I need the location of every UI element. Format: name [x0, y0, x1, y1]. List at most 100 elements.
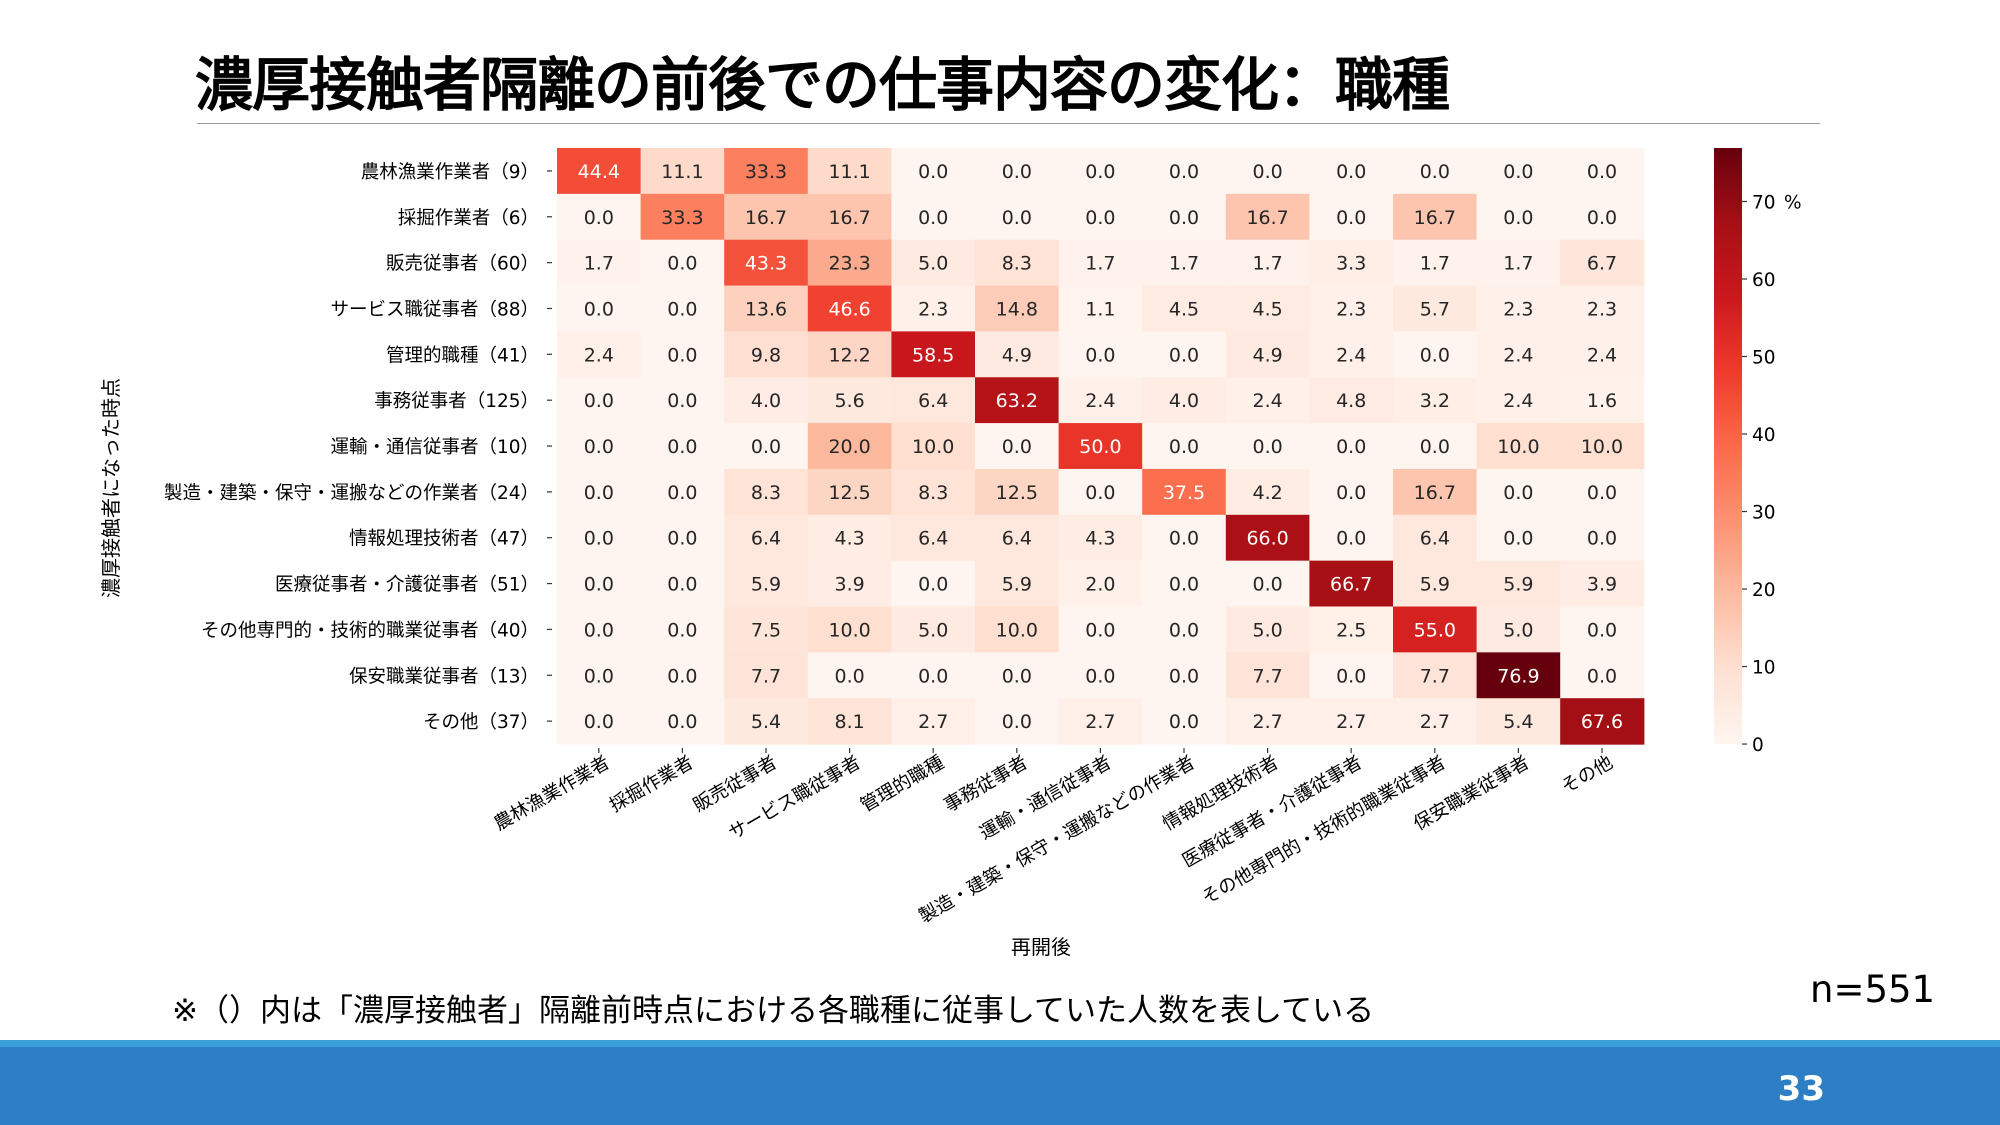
cell-value-label: 7.7	[751, 665, 781, 687]
heatmap-cell	[1560, 652, 1645, 699]
cell-value-label: 5.7	[1420, 298, 1450, 320]
heatmap-cell	[1225, 698, 1310, 745]
cell-value-label: 33.3	[661, 207, 703, 229]
heatmap-cell	[1476, 560, 1561, 608]
heatmap-cell	[807, 698, 892, 745]
heatmap-cell	[1142, 148, 1227, 195]
heatmap-cell	[724, 698, 809, 745]
heatmap-cell	[1309, 652, 1394, 699]
heatmap-cell	[1476, 514, 1561, 562]
heatmap-cells: 44.4 11.1 33.3 11.1 0.0 0.0 0.0 0.0 0.0 0.0 0.0 0.0…	[557, 148, 1645, 745]
heatmap-cell	[557, 193, 642, 241]
heatmap-cell	[891, 285, 976, 332]
heatmap-cell	[724, 514, 809, 562]
heatmap-cell	[557, 698, 642, 745]
cell-value-label: 0.0	[584, 482, 614, 504]
heatmap-cell	[1393, 468, 1478, 516]
heatmap-cell	[1058, 148, 1143, 195]
cell-value-label: 2.3	[1336, 298, 1366, 320]
cell-value-label: 0.0	[1420, 344, 1450, 366]
colorbar-tick-label: 50	[1752, 348, 1776, 369]
heatmap-cell	[1058, 377, 1143, 424]
heatmap-cell	[891, 606, 976, 653]
heatmap-cell	[807, 285, 892, 332]
cell-value-label: 0.0	[1002, 161, 1032, 183]
heatmap-cell	[1225, 468, 1310, 516]
cell-value-label: 23.3	[828, 253, 870, 275]
cell-value-label: 0.0	[1587, 665, 1617, 687]
cell-value-label: 6.4	[918, 528, 948, 550]
cell-value-label: 3.2	[1420, 390, 1450, 412]
heatmap-cell	[724, 560, 809, 608]
cell-value-label: 0.0	[584, 436, 614, 458]
cell-value-label: 1.7	[1420, 253, 1450, 275]
cell-value-label: 2.4	[1503, 344, 1533, 366]
cell-value-label: 1.1	[1085, 298, 1115, 320]
cell-value-label: 4.8	[1336, 390, 1366, 412]
cell-value-label: 0.0	[584, 574, 614, 596]
heatmap-cell	[1309, 423, 1394, 470]
cell-value-label: 0.0	[1252, 436, 1282, 458]
cell-value-label: 66.7	[1330, 574, 1372, 596]
heatmap-cell	[557, 514, 642, 562]
heatmap-cell	[1476, 423, 1561, 470]
y-tick-label: 販売従事者（60）	[386, 254, 539, 275]
cell-value-label: 5.4	[751, 711, 781, 733]
heatmap-cell	[975, 560, 1060, 608]
cell-value-label: 0.0	[1587, 161, 1617, 183]
colorbar-tick-label: 70	[1752, 192, 1776, 213]
cell-value-label: 0.0	[751, 436, 781, 458]
heatmap-cell	[557, 148, 642, 195]
cell-value-label: 1.7	[1252, 253, 1282, 275]
cell-value-label: 4.0	[1169, 390, 1199, 412]
heatmap-cell	[807, 331, 892, 378]
y-tick-label: 医療従事者・介護従事者（51）	[275, 575, 539, 596]
heatmap-cell	[557, 377, 642, 424]
heatmap-cell	[1476, 148, 1561, 195]
x-tick-label: 管理的職種	[857, 752, 948, 816]
heatmap-cell	[1476, 331, 1561, 378]
footer-accent-line	[0, 1040, 2000, 1047]
heatmap-cell	[1309, 239, 1394, 287]
colorbar-tick-label: 60	[1752, 270, 1776, 291]
cell-value-label: 13.6	[745, 298, 787, 320]
cell-value-label: 20.0	[828, 436, 870, 458]
heatmap-cell	[1058, 331, 1143, 378]
cell-value-label: 46.6	[828, 298, 870, 320]
cell-value-label: 4.5	[1169, 298, 1199, 320]
cell-value-label: 0.0	[918, 665, 948, 687]
heatmap-cell	[1058, 423, 1143, 470]
heatmap-cell	[1476, 698, 1561, 745]
cell-value-label: 2.4	[1587, 344, 1617, 366]
cell-value-label: 0.0	[1336, 482, 1366, 504]
heatmap-cell	[975, 514, 1060, 562]
heatmap-cell	[1393, 285, 1478, 332]
heatmap-cell	[1142, 377, 1227, 424]
page-number: 33	[1777, 1069, 1825, 1109]
heatmap-cell	[1142, 560, 1227, 608]
cell-value-label: 10.0	[828, 619, 870, 641]
cell-value-label: 11.1	[828, 161, 870, 183]
heatmap-cell	[1393, 423, 1478, 470]
heatmap-cell	[891, 560, 976, 608]
cell-value-label: 0.0	[1336, 436, 1366, 458]
heatmap-cell	[1225, 285, 1310, 332]
heatmap-cell	[1560, 377, 1645, 424]
cell-value-label: 3.9	[1587, 574, 1617, 596]
heatmap-cell	[557, 652, 642, 699]
cell-value-label: 5.0	[918, 253, 948, 275]
cell-value-label: 0.0	[1169, 528, 1199, 550]
heatmap-cell	[1309, 377, 1394, 424]
cell-value-label: 12.5	[828, 482, 870, 504]
cell-value-label: 0.0	[1420, 161, 1450, 183]
cell-value-label: 0.0	[1503, 161, 1533, 183]
heatmap-cell	[1476, 285, 1561, 332]
cell-value-label: 0.0	[1085, 344, 1115, 366]
heatmap-cell	[807, 239, 892, 287]
heatmap-cell	[1309, 698, 1394, 745]
cell-value-label: 8.3	[918, 482, 948, 504]
colorbar-tick-label: 0	[1752, 735, 1764, 756]
heatmap-cell	[724, 331, 809, 378]
cell-value-label: 5.9	[751, 574, 781, 596]
cell-value-label: 2.7	[1252, 711, 1282, 733]
